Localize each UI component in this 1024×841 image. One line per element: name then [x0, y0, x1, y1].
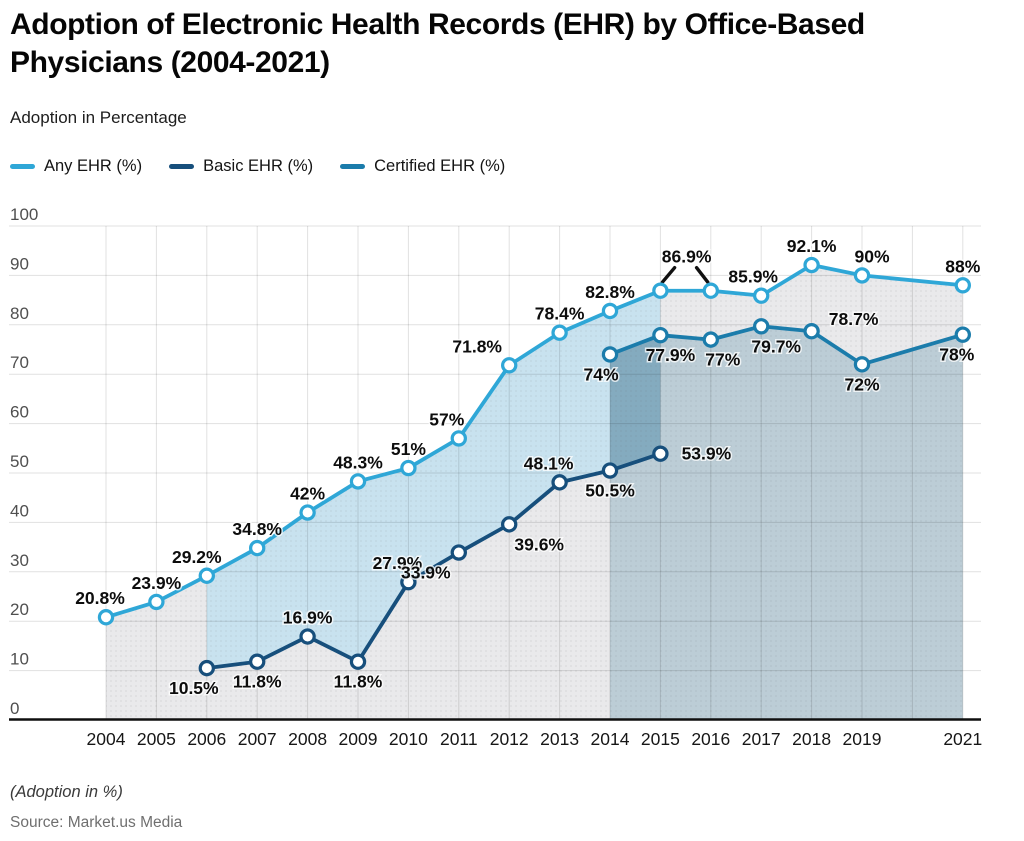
legend: Any EHR (%) Basic EHR (%) Certified EHR (%…: [10, 157, 505, 176]
legend-label: Any EHR (%): [44, 157, 143, 175]
svg-text:90: 90: [10, 254, 29, 273]
legend-label: Basic EHR (%): [203, 157, 314, 175]
svg-text:29.2%: 29.2%: [172, 547, 222, 567]
svg-text:2019: 2019: [843, 729, 882, 749]
svg-text:16.9%: 16.9%: [283, 608, 333, 628]
source-credit: Source: Market.us Media: [10, 814, 183, 831]
svg-text:34.8%: 34.8%: [232, 519, 282, 539]
svg-text:2012: 2012: [490, 729, 529, 749]
svg-text:11.8%: 11.8%: [334, 672, 383, 692]
svg-text:2004: 2004: [87, 729, 126, 749]
svg-text:2017: 2017: [742, 729, 781, 749]
x-axis-tick-labels: 2004 2005 2006 2007 2008 2009 2010 2011 2012 2013…: [87, 729, 983, 749]
svg-text:86.9%: 86.9%: [662, 247, 712, 267]
svg-text:2013: 2013: [540, 729, 579, 749]
svg-text:51%: 51%: [391, 439, 426, 459]
svg-text:60: 60: [10, 403, 29, 422]
svg-text:78.4%: 78.4%: [535, 304, 585, 324]
y-axis-tick-labels: 0 10 20 30 40 50 60 70 80 90 100: [10, 205, 38, 718]
legend-item-1: Basic EHR (%): [169, 157, 313, 176]
svg-text:10.5%: 10.5%: [169, 678, 219, 698]
svg-text:39.6%: 39.6%: [514, 534, 564, 554]
svg-text:2009: 2009: [339, 729, 378, 749]
svg-text:90%: 90%: [854, 246, 889, 266]
callout-leader-lines: [660, 266, 710, 284]
svg-text:2015: 2015: [641, 729, 680, 749]
svg-text:80: 80: [10, 304, 29, 323]
svg-text:20.8%: 20.8%: [75, 588, 125, 608]
svg-text:77%: 77%: [705, 350, 740, 370]
svg-text:2014: 2014: [591, 729, 630, 749]
svg-text:30: 30: [10, 551, 29, 570]
gridlines: [9, 225, 981, 721]
svg-text:57%: 57%: [429, 409, 464, 429]
footnote: (Adoption in %): [10, 783, 123, 801]
svg-text:71.8%: 71.8%: [452, 336, 502, 356]
svg-text:50: 50: [10, 452, 29, 471]
svg-text:20: 20: [10, 600, 29, 619]
svg-text:72%: 72%: [844, 374, 879, 394]
svg-text:33.9%: 33.9%: [401, 563, 451, 583]
svg-text:77.9%: 77.9%: [646, 345, 696, 365]
svg-text:82.8%: 82.8%: [585, 282, 635, 302]
svg-text:2010: 2010: [389, 729, 428, 749]
svg-text:53.9%: 53.9%: [682, 444, 732, 464]
data-labels: 20.8% 23.9% 29.2% 34.8% 42% 48.3% 51%57% 71.8% 7…: [74, 235, 983, 700]
legend-swatch-icon: [340, 164, 366, 169]
svg-text:42%: 42%: [290, 484, 325, 504]
svg-text:2007: 2007: [238, 729, 277, 749]
chart-subtitle: Adoption in Percentage: [10, 108, 187, 127]
svg-text:40: 40: [10, 501, 29, 520]
svg-text:70: 70: [10, 353, 29, 372]
svg-text:92.1%: 92.1%: [787, 236, 837, 256]
svg-text:2016: 2016: [691, 729, 730, 749]
svg-text:27.9%: 27.9%: [373, 553, 423, 573]
legend-swatch-icon: [10, 164, 35, 169]
svg-text:85.9%: 85.9%: [728, 267, 778, 287]
area-fills: [106, 265, 963, 720]
svg-text:79.7%: 79.7%: [751, 336, 801, 356]
svg-text:2005: 2005: [137, 729, 176, 749]
svg-text:11.8%: 11.8%: [233, 672, 282, 692]
svg-text:100: 100: [10, 205, 38, 224]
svg-text:78%: 78%: [939, 345, 974, 365]
svg-text:2006: 2006: [187, 729, 226, 749]
svg-text:2018: 2018: [792, 729, 831, 749]
svg-text:0: 0: [10, 699, 19, 718]
legend-label: Certified EHR (%): [374, 157, 506, 175]
svg-text:2008: 2008: [288, 729, 327, 749]
svg-text:2021: 2021: [943, 729, 982, 749]
svg-text:23.9%: 23.9%: [132, 573, 182, 593]
svg-text:48.3%: 48.3%: [333, 452, 383, 472]
legend-item-2: Certified EHR (%): [340, 157, 505, 176]
svg-text:50.5%: 50.5%: [585, 481, 635, 501]
data-point-markers: [97, 256, 972, 677]
svg-text:2011: 2011: [440, 729, 478, 749]
svg-text:48.1%: 48.1%: [524, 453, 574, 473]
svg-text:78.7%: 78.7%: [829, 309, 879, 329]
svg-text:74%: 74%: [583, 364, 618, 384]
legend-swatch-icon: [169, 164, 195, 169]
chart-title: Adoption of Electronic Health Records (E…: [10, 8, 865, 80]
svg-text:88%: 88%: [945, 256, 980, 276]
svg-text:10: 10: [10, 650, 29, 669]
legend-item-0: Any EHR (%): [10, 157, 142, 176]
